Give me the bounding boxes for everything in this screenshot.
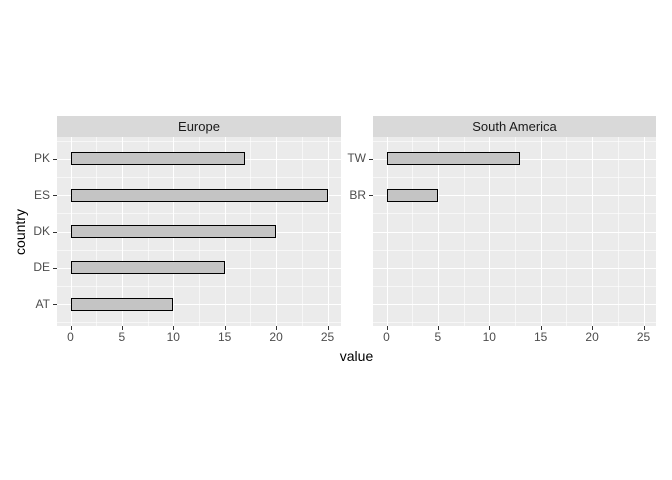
gridline-minor-horizontal bbox=[57, 322, 341, 324]
y-tick-mark bbox=[53, 231, 57, 233]
y-tick-mark bbox=[369, 158, 373, 160]
y-axis-label-dk: DK bbox=[33, 224, 50, 238]
x-tick-mark bbox=[173, 326, 175, 330]
x-tick-label: 10 bbox=[482, 330, 496, 344]
bar-at bbox=[70, 297, 174, 311]
gridline-minor-horizontal bbox=[373, 249, 656, 251]
x-tick-label: 10 bbox=[166, 330, 180, 344]
facet-strip-label: Europe bbox=[178, 119, 220, 134]
bar-de bbox=[70, 261, 225, 275]
x-tick-mark bbox=[224, 326, 226, 330]
x-tick-label: 5 bbox=[118, 330, 126, 344]
x-tick-label: 20 bbox=[585, 330, 599, 344]
y-axis-label-pk: PK bbox=[33, 151, 50, 166]
facet-strip-europe: Europe bbox=[57, 116, 341, 137]
gridline-minor-horizontal bbox=[373, 286, 656, 288]
x-tick-mark bbox=[327, 326, 329, 330]
y-axis-label-tw: TW bbox=[347, 151, 366, 166]
x-tick-label: 5 bbox=[434, 330, 442, 344]
bar-br bbox=[386, 188, 438, 202]
x-tick-mark bbox=[276, 326, 278, 330]
x-tick-mark bbox=[437, 326, 439, 330]
y-tick-mark bbox=[369, 195, 373, 197]
x-tick-label: 20 bbox=[269, 330, 283, 344]
panel-europe bbox=[57, 137, 341, 326]
y-axis-label-es: ES bbox=[33, 187, 50, 202]
x-tick-mark bbox=[70, 326, 72, 330]
y-tick-mark bbox=[53, 195, 57, 197]
bar-pk bbox=[70, 152, 246, 166]
gridline-minor-horizontal bbox=[373, 176, 656, 178]
gridline-major-horizontal bbox=[57, 304, 341, 306]
gridline-minor-horizontal bbox=[57, 249, 341, 251]
y-tick-mark bbox=[53, 158, 57, 160]
x-tick-mark bbox=[592, 326, 594, 330]
gridline-minor-horizontal bbox=[57, 176, 341, 178]
bar-dk bbox=[70, 225, 277, 238]
gridline-minor-horizontal bbox=[57, 286, 341, 288]
x-tick-label: 25 bbox=[636, 330, 651, 344]
panel-south-america bbox=[373, 137, 656, 326]
x-axis-title: value bbox=[339, 348, 374, 364]
gridline-minor-horizontal bbox=[373, 213, 656, 215]
x-tick-mark bbox=[121, 326, 123, 330]
bar-tw bbox=[386, 152, 521, 166]
facet-strip-south-america: South America bbox=[373, 116, 656, 137]
y-axis-label-br: BR bbox=[349, 187, 366, 202]
x-tick-mark bbox=[643, 326, 645, 330]
y-tick-mark bbox=[53, 267, 57, 269]
gridline-major-horizontal bbox=[373, 231, 656, 233]
y-axis-label-at: AT bbox=[35, 296, 50, 311]
y-axis-label-de: DE bbox=[33, 260, 50, 275]
gridline-major-horizontal bbox=[373, 267, 656, 269]
x-tick-mark bbox=[489, 326, 491, 330]
x-tick-label: 15 bbox=[218, 330, 232, 344]
x-tick-label: 0 bbox=[383, 330, 390, 344]
x-tick-label: 15 bbox=[534, 330, 548, 344]
y-tick-mark bbox=[53, 304, 57, 306]
x-tick-mark bbox=[386, 326, 388, 330]
gridline-major-horizontal bbox=[373, 195, 656, 197]
bar-es bbox=[70, 188, 328, 202]
x-tick-label: 25 bbox=[320, 330, 335, 344]
gridline-minor-horizontal bbox=[373, 140, 656, 142]
gridline-minor-horizontal bbox=[57, 213, 341, 215]
gridline-minor-horizontal bbox=[373, 322, 656, 324]
gridline-major-horizontal bbox=[373, 304, 656, 306]
facet-strip-label: South America bbox=[472, 119, 557, 134]
x-tick-mark bbox=[540, 326, 542, 330]
x-tick-label: 0 bbox=[67, 330, 74, 344]
gridline-minor-horizontal bbox=[57, 140, 341, 142]
